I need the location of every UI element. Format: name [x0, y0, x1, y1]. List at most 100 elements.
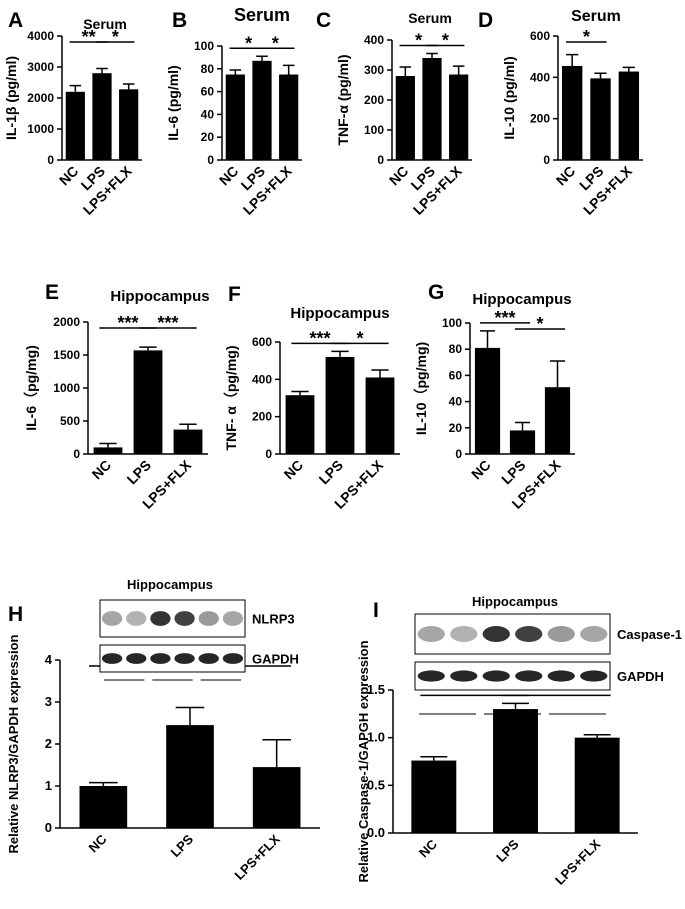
y-tick-label: 80 [449, 342, 463, 356]
y-tick-label: 20 [201, 130, 215, 144]
y-tick-label: 1000 [53, 381, 80, 395]
y-tick-label: 0 [47, 153, 54, 167]
error-bar [594, 72, 607, 79]
y-axis-label: IL-1β (pg/ml) [3, 56, 19, 140]
error-bar [426, 52, 438, 58]
bar [92, 73, 112, 160]
bar [173, 429, 203, 454]
blot-band [222, 611, 244, 626]
x-tick-label: NC [553, 163, 579, 189]
y-axis-label: TNF- α（pg/mg) [223, 345, 239, 450]
bar [474, 347, 501, 454]
error-bar [566, 53, 579, 66]
y-tick-label: 600 [530, 29, 550, 43]
y-tick-label: 0 [377, 153, 384, 167]
y-tick-label: 3 [45, 694, 52, 709]
significance-label: * [583, 27, 590, 47]
error-bar [99, 442, 117, 448]
significance-label: * [415, 31, 422, 51]
x-tick-label: NC [468, 457, 494, 483]
y-tick-label: 4 [45, 652, 53, 667]
bar [411, 760, 457, 833]
y-tick-label: 100 [364, 123, 384, 137]
bar [493, 709, 538, 833]
bar [119, 89, 139, 160]
error-bar [420, 755, 448, 761]
blot-frame [99, 644, 246, 673]
x-tick-label: NC [416, 836, 440, 860]
blot-band [417, 626, 445, 642]
panel-title: Hippocampus [472, 291, 571, 308]
y-tick-label: 1000 [27, 122, 54, 136]
y-tick-label: 3000 [27, 60, 54, 74]
x-tick-label: LPS+FLX [552, 836, 603, 887]
error-bar [179, 423, 197, 430]
blot-band [174, 611, 195, 626]
bar [279, 74, 299, 160]
error-bar [262, 739, 291, 768]
error-bar [452, 65, 465, 75]
y-tick-label: 600 [252, 335, 272, 349]
x-tick-label: NC [88, 457, 114, 483]
y-tick-label: 80 [201, 62, 215, 76]
error-bar [122, 83, 135, 90]
x-tick-label: LPS [168, 831, 197, 860]
y-tick-label: 100 [442, 316, 462, 330]
bar [618, 71, 640, 160]
blot-band [580, 626, 608, 642]
y-tick-label: 100 [194, 39, 214, 53]
error-bar [514, 421, 531, 431]
y-tick-label: 0 [543, 153, 550, 167]
y-tick-label: 2 [45, 736, 52, 751]
error-bar [399, 66, 412, 76]
blot-frame [99, 599, 246, 638]
panel-label: A [8, 9, 23, 32]
y-axis-label: IL-6 (pg/ml) [165, 65, 181, 140]
y-tick-label: 400 [364, 33, 384, 47]
significance-label: ** [82, 27, 96, 47]
panel-label: D [478, 9, 493, 32]
y-tick-label: 0.5 [367, 777, 385, 792]
y-tick-label: 200 [530, 112, 550, 126]
error-bar [282, 64, 295, 75]
blot-band [482, 626, 510, 642]
x-tick-label: NC [56, 163, 82, 189]
bar [285, 395, 315, 454]
y-tick-label: 400 [530, 70, 550, 84]
blot-band [150, 653, 171, 664]
significance-label: *** [157, 313, 178, 333]
blot-band [126, 611, 147, 626]
blot-frame [414, 613, 611, 655]
bar [561, 65, 583, 160]
bar [325, 356, 355, 454]
bar [365, 377, 395, 454]
y-tick-label: 60 [449, 368, 463, 382]
panel-label: C [316, 9, 331, 32]
bar [225, 74, 245, 160]
blot-band [198, 611, 219, 626]
x-tick-label: LPS+FLX [232, 831, 283, 882]
y-tick-label: 0 [73, 447, 80, 461]
blot-band [482, 670, 510, 682]
bar [395, 76, 415, 160]
blot-label: GAPDH [252, 652, 299, 667]
y-tick-label: 200 [364, 93, 384, 107]
y-axis-label: TNF-α (pg/ml) [335, 54, 351, 145]
y-tick-label: 1.0 [367, 730, 385, 745]
y-axis-label: Relative NLRP3/GAPDH expression [6, 634, 21, 853]
significance-label: * [356, 328, 363, 348]
significance-label: * [536, 314, 543, 334]
blot-band [126, 653, 147, 664]
bar [574, 737, 620, 833]
error-bar [229, 69, 242, 75]
significance-label: * [245, 33, 252, 53]
y-tick-label: 0.0 [367, 825, 385, 840]
error-bar [549, 360, 566, 388]
significance-label: * [112, 27, 119, 47]
panel-label: G [428, 281, 444, 304]
y-axis-label: Relative Caspase-1/GAPGH expression [356, 640, 371, 882]
error-bar [96, 67, 108, 74]
bar [590, 78, 611, 160]
blot-band [547, 670, 575, 682]
y-tick-label: 20 [449, 421, 463, 435]
